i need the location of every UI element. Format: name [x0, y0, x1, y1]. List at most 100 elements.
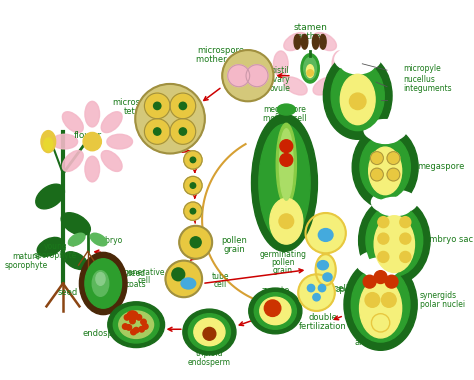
- Text: grain: grain: [223, 245, 245, 254]
- Ellipse shape: [377, 198, 412, 216]
- Ellipse shape: [52, 134, 78, 149]
- Circle shape: [280, 140, 293, 153]
- Text: pollen: pollen: [271, 258, 294, 267]
- Circle shape: [306, 213, 346, 253]
- Text: mother cell: mother cell: [196, 55, 244, 64]
- Circle shape: [141, 319, 146, 325]
- Ellipse shape: [44, 138, 53, 151]
- Circle shape: [170, 93, 196, 119]
- Circle shape: [179, 128, 187, 135]
- Circle shape: [349, 93, 366, 109]
- Text: embryo: embryo: [94, 236, 123, 245]
- Ellipse shape: [284, 33, 307, 51]
- Circle shape: [190, 157, 196, 163]
- Circle shape: [126, 325, 132, 330]
- Ellipse shape: [194, 318, 225, 346]
- Ellipse shape: [63, 112, 83, 133]
- Ellipse shape: [101, 112, 122, 133]
- Ellipse shape: [274, 207, 298, 241]
- Text: young: young: [44, 242, 67, 251]
- Circle shape: [307, 70, 313, 76]
- Circle shape: [143, 324, 148, 329]
- Circle shape: [378, 233, 389, 244]
- Text: mother cell: mother cell: [263, 114, 306, 123]
- Ellipse shape: [259, 124, 310, 241]
- Circle shape: [179, 102, 187, 109]
- Ellipse shape: [370, 127, 401, 143]
- Circle shape: [154, 128, 161, 135]
- Text: egg cell: egg cell: [315, 283, 348, 293]
- Circle shape: [363, 275, 376, 288]
- Circle shape: [378, 252, 389, 263]
- Ellipse shape: [313, 77, 337, 95]
- Ellipse shape: [369, 147, 401, 195]
- Text: endosperm: endosperm: [82, 329, 130, 338]
- Ellipse shape: [63, 150, 83, 171]
- Text: seed: seed: [57, 288, 78, 297]
- Ellipse shape: [319, 228, 333, 241]
- Ellipse shape: [188, 314, 230, 350]
- Circle shape: [136, 315, 142, 320]
- Circle shape: [124, 315, 130, 320]
- Circle shape: [371, 168, 383, 181]
- Text: triploid: triploid: [196, 350, 223, 358]
- Text: seed
coats: seed coats: [126, 269, 146, 288]
- Ellipse shape: [323, 273, 332, 281]
- Text: megaspore: megaspore: [263, 105, 306, 114]
- Circle shape: [374, 271, 387, 283]
- Text: integuments: integuments: [403, 84, 452, 93]
- Ellipse shape: [85, 156, 100, 182]
- Ellipse shape: [270, 198, 303, 244]
- Ellipse shape: [340, 74, 375, 125]
- Circle shape: [319, 284, 326, 292]
- Ellipse shape: [41, 131, 55, 153]
- Ellipse shape: [318, 261, 328, 270]
- Text: cell: cell: [138, 276, 151, 285]
- Text: pollen: pollen: [221, 236, 247, 245]
- Circle shape: [246, 65, 268, 87]
- Circle shape: [400, 252, 411, 263]
- Circle shape: [122, 324, 128, 329]
- Text: anther: anther: [296, 32, 324, 41]
- Text: megaspore: megaspore: [417, 162, 465, 171]
- Text: tetrad: tetrad: [123, 107, 149, 116]
- Circle shape: [165, 261, 202, 297]
- Text: pistil: pistil: [271, 66, 289, 75]
- Circle shape: [139, 326, 145, 332]
- Circle shape: [145, 119, 170, 144]
- Ellipse shape: [183, 309, 236, 355]
- Ellipse shape: [335, 46, 381, 72]
- Circle shape: [145, 93, 170, 119]
- Circle shape: [184, 151, 202, 169]
- Ellipse shape: [284, 77, 307, 95]
- Circle shape: [365, 293, 380, 307]
- Text: zygote: zygote: [261, 286, 290, 295]
- Circle shape: [387, 152, 400, 165]
- Ellipse shape: [331, 61, 384, 131]
- Ellipse shape: [307, 65, 314, 78]
- Ellipse shape: [360, 279, 401, 338]
- Ellipse shape: [181, 278, 196, 289]
- Text: double: double: [309, 313, 337, 322]
- Text: polar nuclei: polar nuclei: [420, 300, 465, 309]
- Circle shape: [184, 176, 202, 195]
- Text: sperm: sperm: [335, 285, 362, 294]
- Ellipse shape: [85, 101, 100, 127]
- Circle shape: [307, 284, 315, 292]
- Ellipse shape: [372, 190, 417, 214]
- Ellipse shape: [37, 238, 63, 256]
- Ellipse shape: [360, 135, 410, 199]
- Ellipse shape: [352, 126, 418, 208]
- Circle shape: [190, 237, 201, 248]
- Text: nucellus: nucellus: [403, 75, 435, 84]
- Text: ovary: ovary: [269, 75, 291, 84]
- Ellipse shape: [252, 114, 318, 252]
- Ellipse shape: [362, 258, 399, 278]
- Ellipse shape: [280, 129, 293, 200]
- Text: sporophyte: sporophyte: [34, 250, 77, 260]
- Ellipse shape: [91, 233, 107, 246]
- Ellipse shape: [273, 51, 288, 77]
- Circle shape: [190, 183, 196, 188]
- Text: cell: cell: [214, 280, 227, 289]
- Circle shape: [170, 119, 196, 144]
